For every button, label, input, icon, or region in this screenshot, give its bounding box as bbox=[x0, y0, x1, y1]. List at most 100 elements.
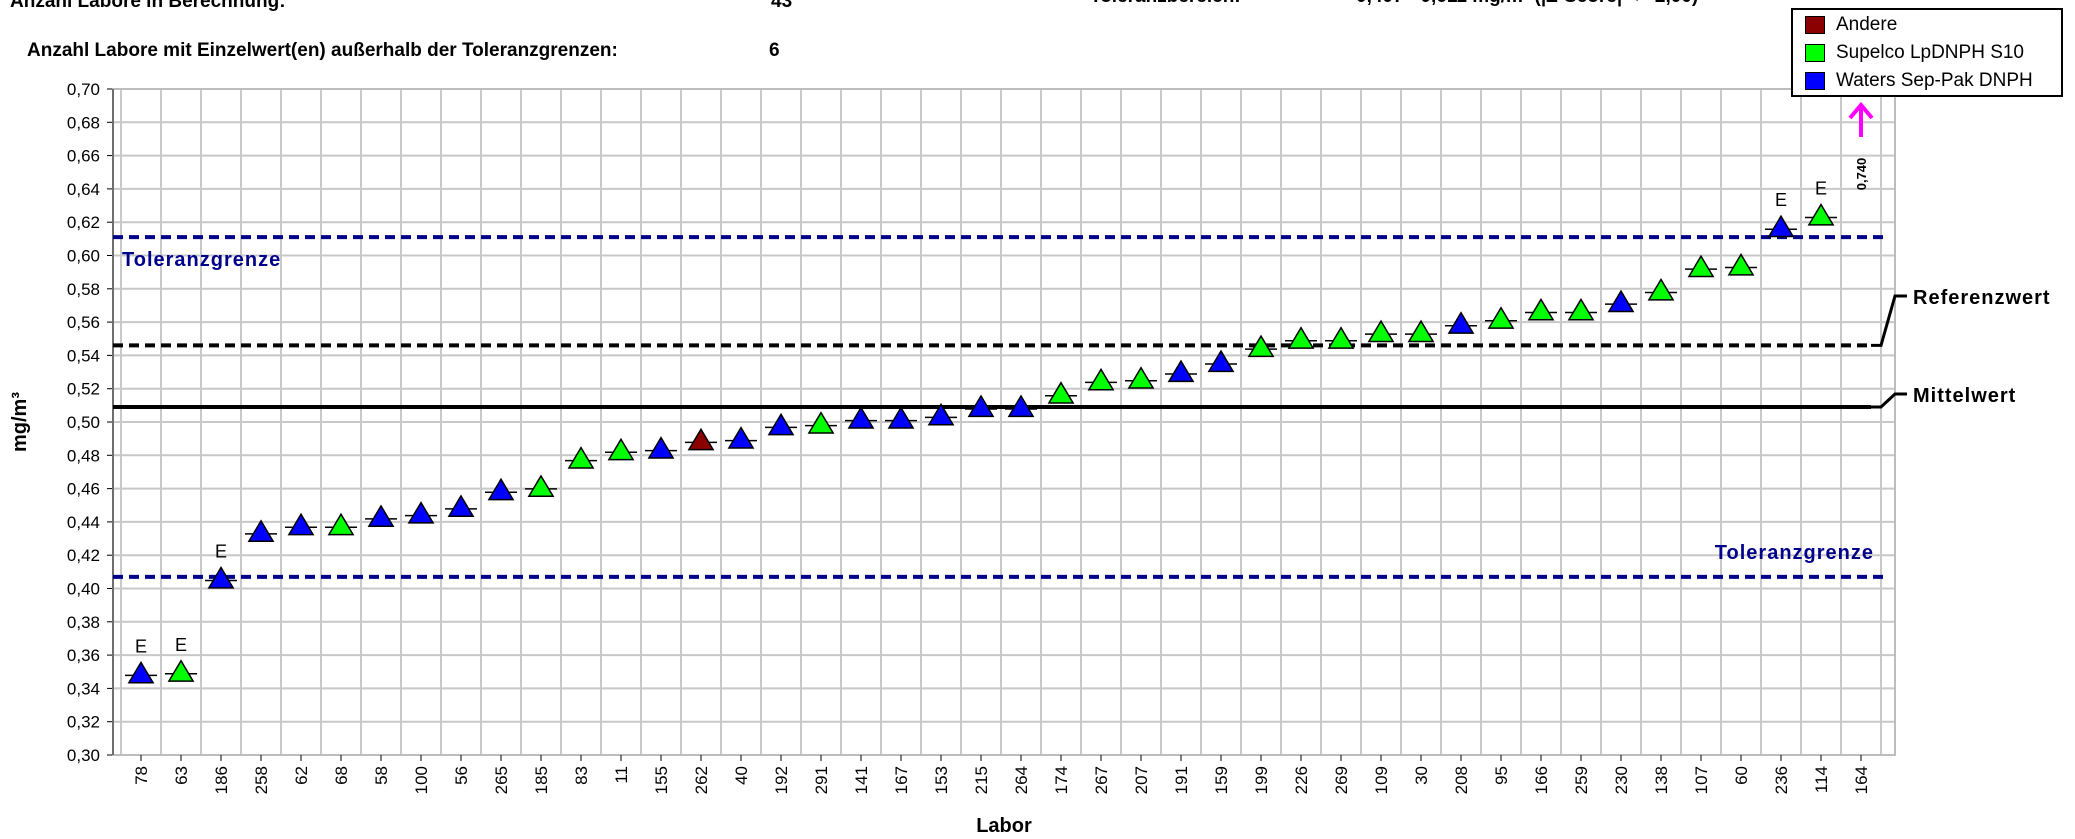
y-tick-label: 0,44 bbox=[67, 513, 100, 532]
x-tick-label: 63 bbox=[172, 766, 191, 785]
out-of-range-value: 0,740 bbox=[1854, 158, 1869, 191]
y-tick-label: 0,46 bbox=[67, 480, 100, 499]
data-point-62 bbox=[287, 512, 315, 536]
y-tick-label: 0,68 bbox=[67, 113, 100, 132]
x-tick-label: 215 bbox=[972, 766, 991, 794]
data-point-230 bbox=[1607, 289, 1635, 313]
x-tick-label: 60 bbox=[1732, 766, 1751, 785]
x-tick-label: 262 bbox=[692, 766, 711, 794]
flag-label-186: E bbox=[215, 542, 227, 562]
x-tick-label: 109 bbox=[1372, 766, 1391, 794]
x-tick-label: 11 bbox=[612, 766, 631, 784]
x-tick-label: 207 bbox=[1132, 766, 1151, 794]
x-tick-label: 107 bbox=[1692, 766, 1711, 794]
data-point-56 bbox=[447, 494, 475, 518]
anzahl-labore-label: Anzahl Labore in Berechnung: bbox=[10, 0, 286, 12]
data-point-166 bbox=[1527, 297, 1555, 321]
x-tick-label: 166 bbox=[1532, 766, 1551, 794]
y-axis-title: mg/m³ bbox=[9, 392, 31, 452]
data-point-192 bbox=[767, 412, 795, 436]
y-tick-label: 0,58 bbox=[67, 280, 100, 299]
data-point-269 bbox=[1327, 326, 1355, 349]
legend-swatch-supelco bbox=[1805, 44, 1825, 62]
data-point-68 bbox=[327, 512, 355, 536]
x-tick-label: 159 bbox=[1212, 766, 1231, 794]
y-tick-label: 0,50 bbox=[67, 413, 100, 432]
data-point-153 bbox=[927, 402, 955, 426]
x-axis-title: Labor bbox=[976, 815, 1032, 837]
legend-item-andere: Andere bbox=[1805, 13, 1897, 37]
y-tick-label: 0,38 bbox=[67, 613, 100, 632]
data-point-208 bbox=[1447, 311, 1475, 334]
y-tick-label: 0,66 bbox=[67, 147, 100, 166]
x-tick-label: 269 bbox=[1332, 766, 1351, 794]
toleranzgrenze-lower-label: Toleranzgrenze bbox=[1715, 542, 1874, 564]
x-tick-label: 185 bbox=[532, 766, 551, 794]
data-point-138 bbox=[1647, 277, 1675, 301]
data-point-291 bbox=[807, 411, 835, 434]
data-point-159 bbox=[1207, 349, 1235, 373]
data-point-267 bbox=[1087, 367, 1115, 391]
x-tick-label: 138 bbox=[1652, 766, 1671, 794]
x-tick-label: 62 bbox=[292, 766, 311, 785]
x-tick-label: 83 bbox=[572, 766, 591, 785]
data-point-100 bbox=[407, 501, 435, 524]
toleranzbereich-value: 0,407 - 0,611 mg/m³ (|Z-Score| <= 2,00) bbox=[1356, 0, 1698, 8]
x-tick-label: 95 bbox=[1492, 766, 1511, 785]
y-tick-label: 0,64 bbox=[67, 180, 100, 199]
legend-item-waters: Waters Sep-Pak DNPH bbox=[1805, 69, 2033, 93]
legend-item-supelco: Supelco LpDNPH S10 bbox=[1805, 41, 2024, 65]
x-tick-label: 259 bbox=[1572, 766, 1591, 794]
ausserhalb-value: 6 bbox=[769, 40, 780, 61]
data-point-262 bbox=[687, 427, 715, 451]
toleranzbereich-label: Toleranzbereich: bbox=[1090, 0, 1241, 8]
data-point-215 bbox=[967, 394, 995, 418]
x-tick-label: 167 bbox=[892, 766, 911, 794]
data-point-58 bbox=[367, 504, 395, 528]
x-tick-label: 78 bbox=[132, 766, 151, 785]
y-tick-label: 0,36 bbox=[67, 646, 100, 665]
data-point-30 bbox=[1407, 319, 1435, 343]
y-tick-label: 0,30 bbox=[67, 746, 100, 765]
reference-label-mittelwert: Mittelwert bbox=[1913, 385, 2016, 407]
x-tick-label: 58 bbox=[372, 766, 391, 785]
data-point-78 bbox=[127, 660, 155, 684]
data-point-83 bbox=[567, 446, 595, 469]
x-tick-label: 236 bbox=[1772, 766, 1791, 794]
y-tick-label: 0,70 bbox=[67, 80, 100, 99]
data-point-264 bbox=[1007, 394, 1035, 418]
data-point-185 bbox=[527, 474, 555, 498]
y-tick-label: 0,52 bbox=[67, 380, 100, 399]
flag-label-114: E bbox=[1815, 179, 1827, 199]
data-point-11 bbox=[607, 437, 635, 461]
y-tick-label: 0,62 bbox=[67, 213, 100, 232]
y-tick-label: 0,40 bbox=[67, 580, 100, 599]
x-tick-label: 258 bbox=[252, 766, 271, 794]
x-tick-label: 68 bbox=[332, 766, 351, 785]
data-point-109 bbox=[1367, 319, 1395, 343]
y-tick-label: 0,60 bbox=[67, 247, 100, 266]
flag-label-63: E bbox=[175, 635, 187, 655]
leader-line-referenzwert bbox=[1871, 294, 1907, 347]
x-tick-label: 186 bbox=[212, 766, 231, 794]
legend-swatch-waters bbox=[1805, 72, 1825, 90]
data-point-155 bbox=[647, 436, 675, 459]
data-point-207 bbox=[1127, 366, 1155, 389]
x-tick-label: 291 bbox=[812, 766, 831, 794]
x-tick-label: 30 bbox=[1412, 766, 1431, 785]
y-tick-label: 0,48 bbox=[67, 446, 100, 465]
out-of-range-arrowhead bbox=[1848, 101, 1874, 120]
anzahl-labore-value: 43 bbox=[771, 0, 793, 12]
data-point-107 bbox=[1687, 254, 1715, 278]
x-tick-label: 164 bbox=[1852, 766, 1871, 794]
data-point-114 bbox=[1807, 203, 1835, 226]
x-tick-label: 264 bbox=[1012, 766, 1031, 794]
data-point-141 bbox=[847, 406, 875, 429]
data-point-226 bbox=[1287, 326, 1315, 349]
y-tick-label: 0,32 bbox=[67, 713, 100, 732]
data-point-63 bbox=[167, 659, 195, 682]
x-tick-label: 114 bbox=[1812, 766, 1831, 793]
x-tick-label: 199 bbox=[1252, 766, 1271, 794]
reference-label-referenzwert: Referenzwert bbox=[1913, 287, 2051, 309]
